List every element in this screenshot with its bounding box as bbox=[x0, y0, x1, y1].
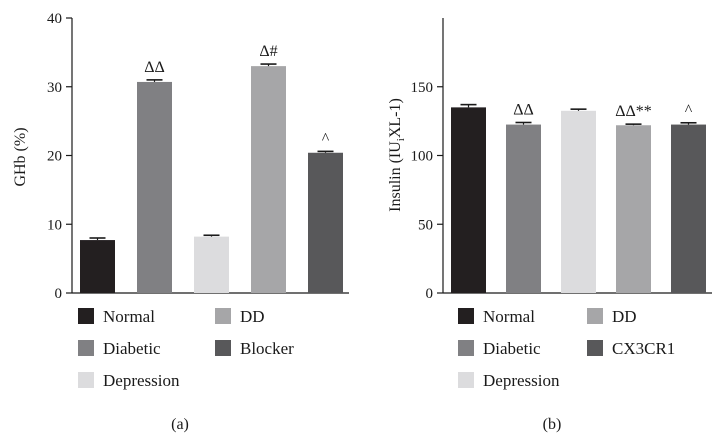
bar-a-diabetic bbox=[137, 81, 172, 293]
legend-swatch-b-2 bbox=[458, 340, 474, 356]
legend-label-b-4: Depression bbox=[483, 371, 560, 390]
legend-label-a-2: Diabetic bbox=[103, 339, 161, 358]
y-axis-title-b: Insulin (IUiXL-1) bbox=[387, 98, 407, 212]
legend-swatch-a-0 bbox=[78, 308, 94, 324]
bar-b-normal bbox=[451, 107, 486, 293]
y-tick-label-b-1: 50 bbox=[418, 217, 433, 233]
legend-swatch-a-3 bbox=[215, 340, 231, 356]
bar-annotation-a-4: ^ bbox=[322, 130, 330, 147]
y-tick-label-b-2: 100 bbox=[411, 149, 434, 165]
y-tick-label-a-2: 20 bbox=[47, 149, 62, 165]
legend-label-b-3: CX3CR1 bbox=[612, 339, 675, 358]
bar-a-normal bbox=[80, 240, 115, 293]
bar-b-depression bbox=[561, 110, 596, 293]
bar-a-blocker bbox=[308, 152, 343, 293]
legend-swatch-b-3 bbox=[587, 340, 603, 356]
legend-swatch-a-2 bbox=[78, 340, 94, 356]
legend-label-b-0: Normal bbox=[483, 307, 535, 326]
y-tick-label-b-0: 0 bbox=[426, 286, 434, 302]
bar-a-depression bbox=[194, 236, 229, 293]
legend-label-a-1: DD bbox=[240, 307, 265, 326]
legend-label-b-1: DD bbox=[612, 307, 637, 326]
bar-a-dd bbox=[251, 66, 286, 293]
legend-a: Normal DD Diabetic Blocker Depression bbox=[78, 307, 294, 390]
bar-annotation-b-4: ^ bbox=[685, 102, 693, 119]
legend-swatch-a-4 bbox=[78, 372, 94, 388]
legend-label-a-4: Depression bbox=[103, 371, 180, 390]
bar-annotation-b-3: ΔΔ** bbox=[615, 103, 652, 120]
bar-b-cx3cr1 bbox=[671, 124, 706, 293]
legend-swatch-b-1 bbox=[587, 308, 603, 324]
legend-swatch-b-4 bbox=[458, 372, 474, 388]
y-tick-label-b-3: 150 bbox=[411, 80, 434, 96]
legend-label-a-0: Normal bbox=[103, 307, 155, 326]
bar-b-dd bbox=[616, 125, 651, 293]
y-axis-title-b-tail: XL-1) bbox=[387, 98, 404, 138]
bar-annotation-b-1: ΔΔ bbox=[513, 102, 534, 119]
legend-b: Normal DD Diabetic CX3CR1 Depression bbox=[458, 307, 675, 390]
y-tick-label-a-3: 30 bbox=[47, 80, 62, 96]
y-tick-label-a-0: 0 bbox=[55, 286, 63, 302]
y-axis-title-b-main: Insulin (IU bbox=[387, 141, 404, 212]
legend-swatch-b-0 bbox=[458, 308, 474, 324]
legend-swatch-a-1 bbox=[215, 308, 231, 324]
chart-panel-a: 0 10 20 30 40 ΔΔ Δ# ^ GHb (%) Normal DD Diabetic B… bbox=[12, 11, 349, 433]
legend-label-a-3: Blocker bbox=[240, 339, 294, 358]
plot-area-a: 0 10 20 30 40 ΔΔ Δ# ^ bbox=[47, 11, 349, 302]
y-axis-title-a: GHb (%) bbox=[12, 127, 29, 186]
y-tick-label-a-4: 40 bbox=[47, 11, 62, 27]
bar-annotation-a-1: ΔΔ bbox=[144, 59, 165, 76]
legend-label-b-2: Diabetic bbox=[483, 339, 541, 358]
panel-label-a: (a) bbox=[171, 416, 189, 433]
chart-panel-b: 0 50 100 150 ΔΔ ΔΔ** ^ Insulin (IUiXL-1) Norma… bbox=[387, 18, 712, 433]
plot-area-b: 0 50 100 150 ΔΔ ΔΔ** ^ bbox=[411, 18, 712, 302]
bar-b-diabetic bbox=[506, 124, 541, 293]
bar-annotation-a-3: Δ# bbox=[259, 43, 277, 60]
y-axis-title-b-sub: i bbox=[395, 138, 407, 141]
panel-label-b: (b) bbox=[543, 416, 562, 433]
y-tick-label-a-1: 10 bbox=[47, 217, 62, 233]
